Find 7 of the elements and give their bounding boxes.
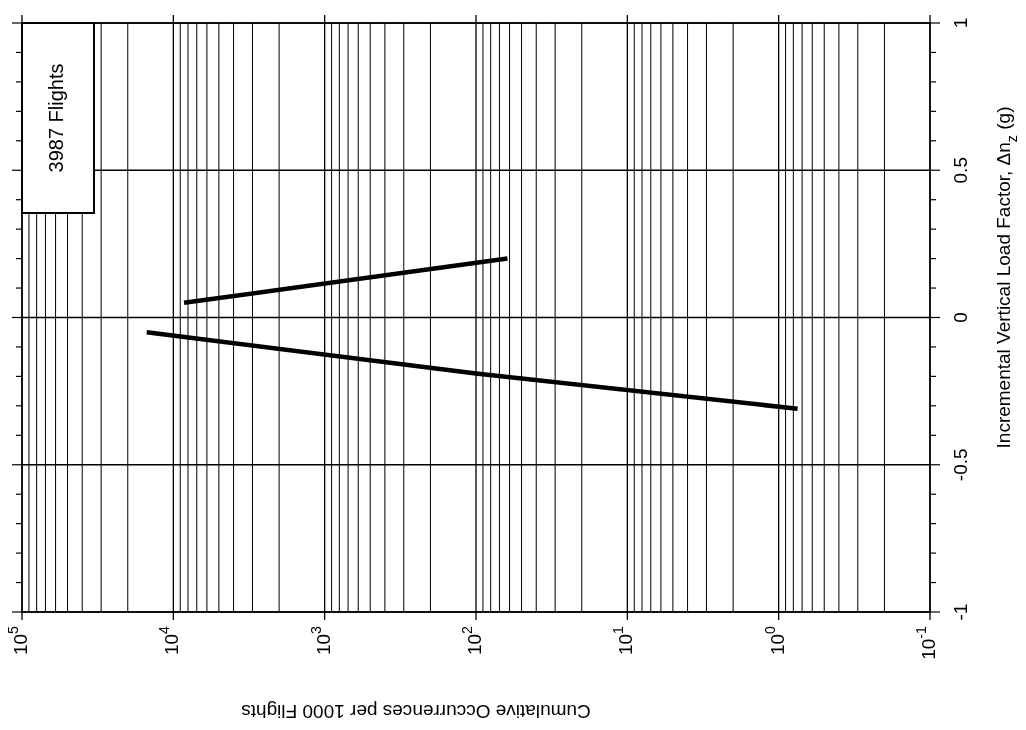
x-axis-title: Cumulative Occurrences per 1000 Flights <box>241 700 591 722</box>
y-tick-label: 1 <box>950 17 972 29</box>
y-tick-label: 0 <box>950 312 972 323</box>
y-tick-label: -0.5 <box>950 448 972 482</box>
y-tick-label: -1 <box>950 603 972 621</box>
y-tick-label: 0.5 <box>950 157 972 184</box>
annotation: 3987 Flights <box>45 63 68 173</box>
